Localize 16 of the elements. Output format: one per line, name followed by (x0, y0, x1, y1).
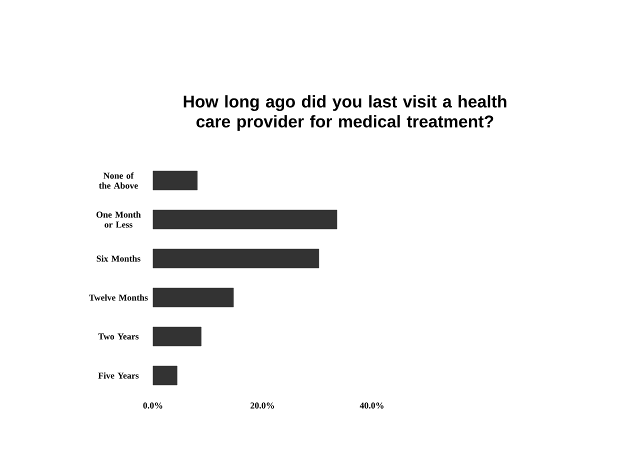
bar (152, 326, 202, 346)
y-tick-label: Five Years (98, 372, 139, 379)
bar (152, 210, 338, 230)
x-tick-label: 40.0% (360, 402, 384, 409)
y-tick-label: None of the Above (98, 172, 138, 189)
bar (152, 170, 198, 190)
chart-title: How long ago did you last visit a health care provider for medical treatment? (184, 95, 506, 131)
bar (152, 288, 234, 308)
bar (152, 248, 320, 268)
y-tick-label: Two Years (98, 334, 139, 340)
y-tick-label: Twelve Months (89, 294, 148, 301)
x-tick-label: 0.0% (143, 402, 162, 409)
y-tick-label: Six Months (96, 255, 140, 262)
x-tick-label: 20.0% (250, 402, 274, 409)
bar (152, 366, 178, 386)
y-tick-label: One Month or Less (96, 211, 141, 228)
